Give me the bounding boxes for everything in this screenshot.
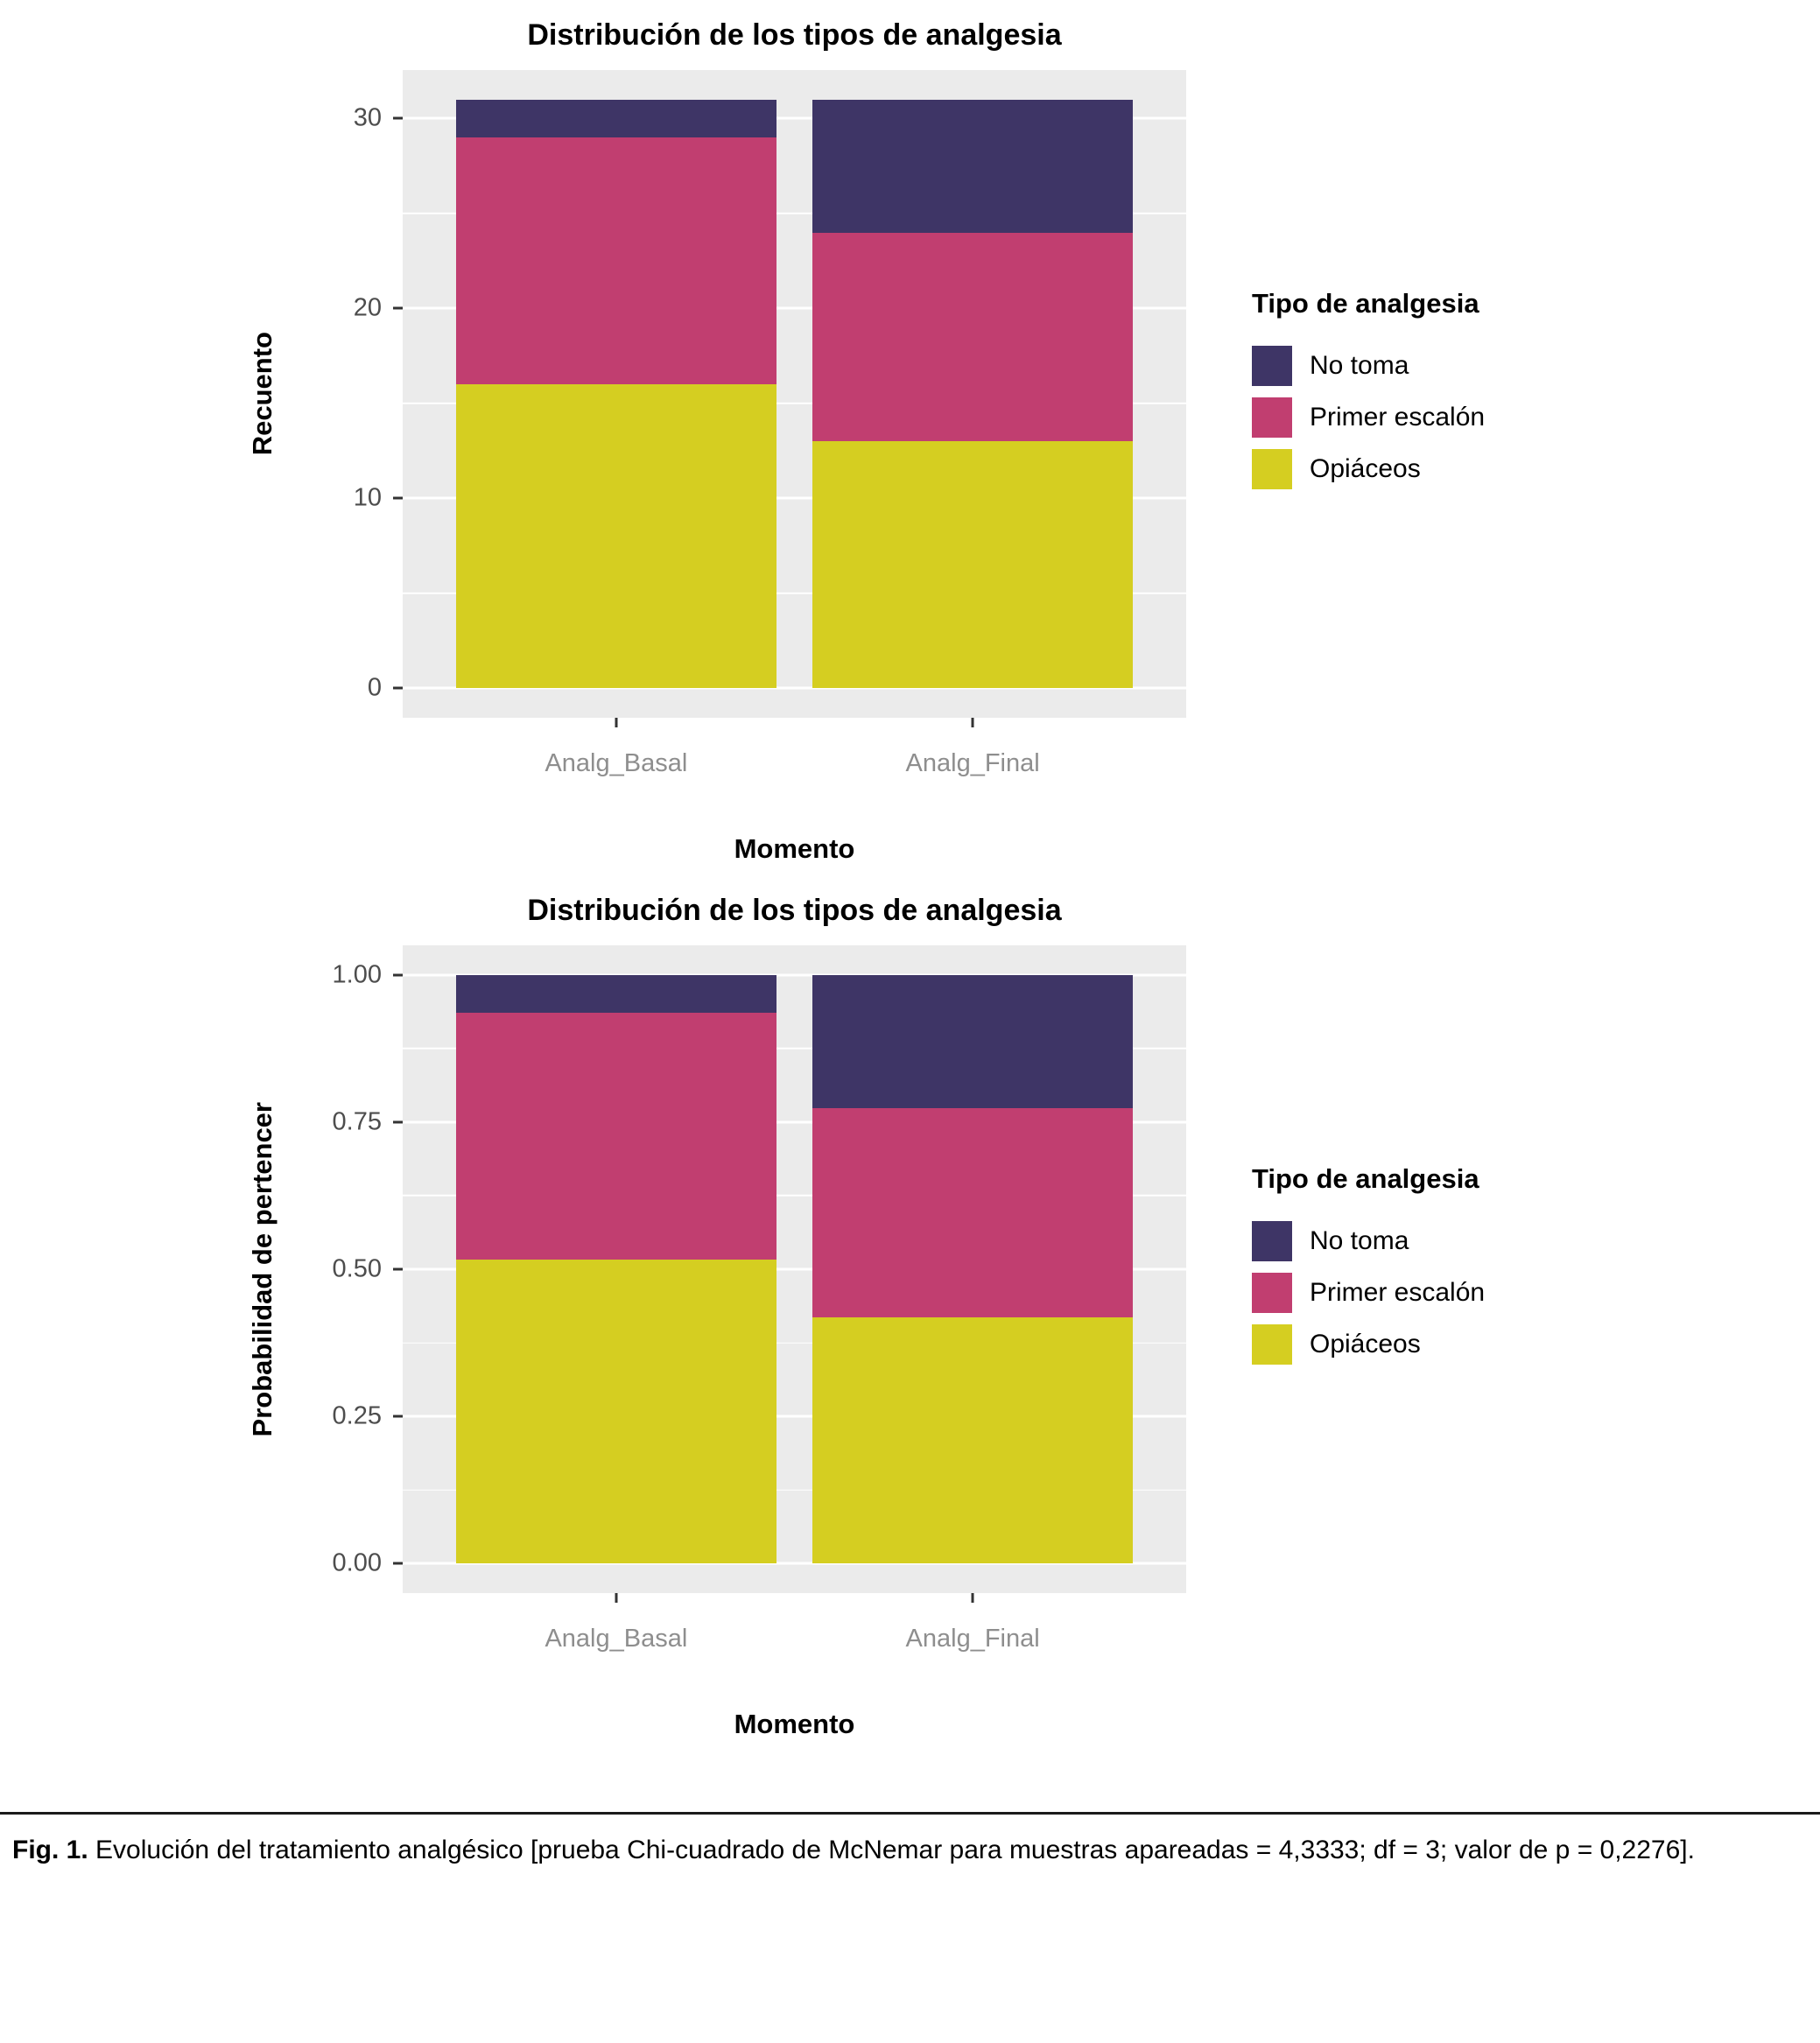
y-tick-mark <box>393 116 403 120</box>
y-tick-mark <box>393 1562 403 1565</box>
y-tick-label: 0 <box>367 673 382 702</box>
y-tick-label: 0.50 <box>332 1254 382 1283</box>
gridline-major <box>403 1120 1186 1124</box>
legend-item-label: Opiáceos <box>1310 453 1421 483</box>
y-tick-mark <box>393 686 403 690</box>
chart-title: Distribución de los tipos de analgesia <box>527 18 1062 52</box>
y-tick-mark <box>393 306 403 310</box>
bar-segment <box>812 232 1134 442</box>
legend-item-label: No toma <box>1310 350 1409 380</box>
legend-key-swatch <box>1252 1220 1292 1261</box>
x-tick-mark <box>971 718 974 727</box>
y-tick-label: 30 <box>353 103 382 132</box>
legend-item-label: Primer escalón <box>1310 402 1486 432</box>
legend: Tipo de analgesia No toma Primer escalón O… <box>1186 1163 1820 1376</box>
legend-item: Primer escalón <box>1252 397 1820 438</box>
chart-title: Distribución de los tipos de analgesia <box>527 893 1062 927</box>
bar-segment <box>455 974 776 1014</box>
legend-item: Primer escalón <box>1252 1272 1820 1313</box>
gridline-major <box>403 116 1186 120</box>
gridline-minor <box>403 213 1186 214</box>
legend: Tipo de analgesia No toma Primer escalón O… <box>1186 288 1820 501</box>
legend-key-swatch <box>1252 397 1292 438</box>
gridline-major <box>403 973 1186 977</box>
y-tick-label: 20 <box>353 293 382 322</box>
bar-segment <box>455 1260 776 1564</box>
y-tick-label: 0.00 <box>332 1548 382 1577</box>
x-axis: Analg_Basal Analg_Final <box>403 1593 1186 1698</box>
gridline-minor <box>403 1489 1186 1492</box>
y-axis: 0.00 0.25 0.50 0.75 1.00 <box>302 945 403 1593</box>
y-axis-title: Recuento <box>223 70 302 718</box>
y-axis-title-text: Recuento <box>247 332 278 456</box>
y-tick-mark <box>393 1415 403 1418</box>
gridline-major <box>403 1415 1186 1418</box>
legend-items: No toma Primer escalón Opiáceos <box>1252 1220 1820 1365</box>
proportion-chart-figure: Distribución de los tipos de analgesia P… <box>0 875 1820 1751</box>
legend-key-swatch <box>1252 345 1292 386</box>
bar-segment <box>455 137 776 385</box>
gridline-major <box>403 686 1186 690</box>
gridline-major <box>403 306 1186 310</box>
legend-item-label: Opiáceos <box>1310 1329 1421 1358</box>
y-tick-label: 0.75 <box>332 1107 382 1136</box>
gridline-minor <box>403 403 1186 404</box>
figure-caption-text: Evolución del tratamiento analgésico [pr… <box>95 1836 1695 1864</box>
gridline-major <box>403 1267 1186 1271</box>
y-tick-mark <box>393 496 403 500</box>
y-tick-label: 0.25 <box>332 1401 382 1430</box>
bar-segment <box>455 1013 776 1260</box>
y-axis: 0 10 20 30 <box>302 70 403 718</box>
y-tick-label: 1.00 <box>332 960 382 989</box>
x-category-label: Analg_Basal <box>545 1625 688 1653</box>
x-tick-mark <box>615 1593 618 1603</box>
legend-item-label: No toma <box>1310 1225 1409 1255</box>
gridline-minor <box>403 1047 1186 1050</box>
figure-caption-label: Fig. 1. <box>12 1836 88 1864</box>
legend-item: No toma <box>1252 345 1820 386</box>
x-category-label: Analg_Final <box>905 1625 1040 1653</box>
y-tick-mark <box>393 1267 403 1271</box>
legend-item: Opiáceos <box>1252 448 1820 489</box>
x-tick-mark <box>971 1593 974 1603</box>
x-category-label: Analg_Basal <box>545 749 688 777</box>
y-tick-mark <box>393 1120 403 1124</box>
gridline-major <box>403 1562 1186 1565</box>
legend-item: No toma <box>1252 1220 1820 1261</box>
plot-panel <box>403 945 1186 1593</box>
legend-key-swatch <box>1252 1323 1292 1365</box>
bar-segment <box>455 99 776 138</box>
figure-caption: Fig. 1. Evolución del tratamiento analgé… <box>0 1815 1820 1870</box>
legend-key-swatch <box>1252 1272 1292 1313</box>
bar-segment <box>812 974 1134 1108</box>
y-tick-mark <box>393 973 403 977</box>
legend-items: No toma Primer escalón Opiáceos <box>1252 345 1820 489</box>
bar-segment <box>812 1107 1134 1317</box>
legend-item: Opiáceos <box>1252 1323 1820 1365</box>
count-chart-figure: Distribución de los tipos de analgesia R… <box>0 0 1820 875</box>
gridline-minor <box>403 1342 1186 1344</box>
y-axis-title: Probabilidad de pertencer <box>223 945 302 1593</box>
x-axis: Analg_Basal Analg_Final <box>403 718 1186 823</box>
legend-title: Tipo de analgesia <box>1252 1162 1479 1194</box>
gridline-major <box>403 496 1186 500</box>
plot-panel <box>403 70 1186 718</box>
legend-item-label: Primer escalón <box>1310 1277 1486 1307</box>
x-tick-mark <box>615 718 618 727</box>
legend-key-swatch <box>1252 448 1292 489</box>
gridline-minor <box>403 1195 1186 1197</box>
y-tick-label: 10 <box>353 483 382 512</box>
x-axis-title: Momento <box>734 1709 855 1739</box>
bar-segment <box>812 99 1134 233</box>
bar-segment <box>812 1316 1134 1564</box>
gridline-minor <box>403 593 1186 594</box>
x-category-label: Analg_Final <box>905 749 1040 777</box>
bar-segment <box>455 384 776 689</box>
legend-title: Tipo de analgesia <box>1252 287 1479 319</box>
caption-divider <box>0 1812 1820 1815</box>
x-axis-title: Momento <box>734 833 855 864</box>
y-axis-title-text: Probabilidad de pertencer <box>247 1101 278 1437</box>
bar-segment <box>812 441 1134 689</box>
